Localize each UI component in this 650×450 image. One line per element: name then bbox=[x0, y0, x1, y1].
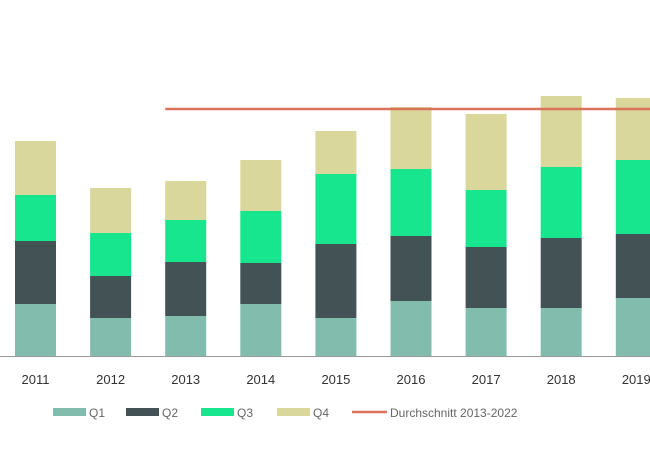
legend-swatch bbox=[277, 408, 310, 416]
x-tick-label: 2012 bbox=[96, 372, 125, 387]
legend-item-q3: Q3 bbox=[201, 406, 253, 420]
legend-item-average: Durchschnitt 2013-2022 bbox=[352, 406, 518, 420]
bar-2019-q1 bbox=[615, 298, 650, 356]
bar-2017-q1 bbox=[465, 308, 507, 356]
bar-2017-q4 bbox=[465, 114, 507, 190]
bar-2012-q1 bbox=[90, 318, 132, 356]
bar-2011-q1 bbox=[15, 304, 56, 356]
legend-swatch bbox=[201, 408, 234, 416]
legend-label: Durchschnitt 2013-2022 bbox=[390, 406, 518, 420]
x-tick-label: 2019 bbox=[622, 372, 650, 387]
legend: Q1 Q2 Q3 Q4 Durchschnitt 2013-2022 bbox=[53, 406, 518, 420]
bar-2012-q3 bbox=[90, 233, 132, 276]
bar-2018-q1 bbox=[540, 308, 582, 356]
bar-2019-q3 bbox=[615, 160, 650, 234]
bar-2013-q3 bbox=[165, 220, 207, 262]
bar-2018-q4 bbox=[540, 96, 582, 167]
bar-2019-q4 bbox=[615, 98, 650, 160]
legend-label: Q3 bbox=[237, 406, 253, 420]
bar-2014-q4 bbox=[240, 160, 282, 211]
bars bbox=[15, 96, 650, 356]
bar-2016-q2 bbox=[390, 236, 432, 301]
legend-label: Q2 bbox=[162, 406, 178, 420]
bar-2012-q4 bbox=[90, 188, 132, 233]
bar-2014-q3 bbox=[240, 211, 282, 263]
bar-2014-q1 bbox=[240, 304, 282, 356]
x-tick-label: 2011 bbox=[22, 372, 50, 387]
x-tick-label: 2014 bbox=[246, 372, 275, 387]
bar-2017-q2 bbox=[465, 247, 507, 308]
bar-2013-q4 bbox=[165, 181, 207, 220]
bar-2012-q2 bbox=[90, 276, 132, 318]
bar-2017-q3 bbox=[465, 190, 507, 247]
legend-swatch bbox=[126, 408, 159, 416]
legend-item-q4: Q4 bbox=[277, 406, 329, 420]
x-tick-label: 2018 bbox=[547, 372, 576, 387]
bar-2015-q1 bbox=[315, 318, 357, 356]
legend-item-q2: Q2 bbox=[126, 406, 178, 420]
x-tick-label: 2015 bbox=[321, 372, 350, 387]
legend-label: Q4 bbox=[313, 406, 329, 420]
bar-2011-q3 bbox=[15, 195, 56, 241]
bar-2019-q2 bbox=[615, 234, 650, 298]
legend-label: Q1 bbox=[89, 406, 105, 420]
bar-2018-q2 bbox=[540, 238, 582, 308]
bar-2016-q1 bbox=[390, 301, 432, 356]
bar-2015-q4 bbox=[315, 131, 357, 174]
bar-2014-q2 bbox=[240, 263, 282, 304]
x-tick-labels: 2011 2012 2013 2014 2015 2016 2017 2018 2019 bbox=[22, 372, 650, 387]
bar-2011-q4 bbox=[15, 141, 56, 195]
bar-2016-q3 bbox=[390, 169, 432, 236]
bar-2015-q2 bbox=[315, 244, 357, 318]
bar-2013-q1 bbox=[165, 316, 207, 356]
bar-2018-q3 bbox=[540, 167, 582, 238]
bar-2011-q2 bbox=[15, 241, 56, 304]
legend-swatch bbox=[53, 408, 86, 416]
bar-2016-q4 bbox=[390, 107, 432, 169]
x-tick-label: 2016 bbox=[397, 372, 426, 387]
x-tick-label: 2017 bbox=[472, 372, 501, 387]
legend-item-q1: Q1 bbox=[53, 406, 105, 420]
bar-2015-q3 bbox=[315, 174, 357, 244]
x-tick-label: 2013 bbox=[171, 372, 200, 387]
bar-2013-q2 bbox=[165, 262, 207, 316]
